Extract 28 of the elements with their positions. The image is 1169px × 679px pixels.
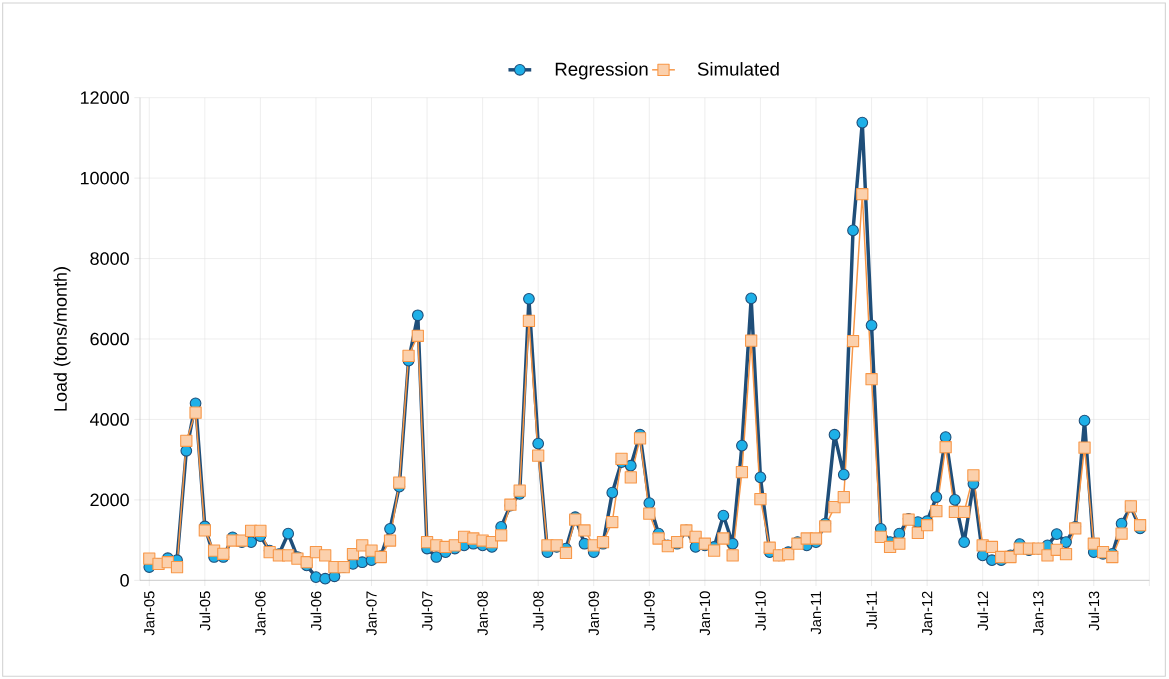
- x-tick-label: Jul-12: [977, 591, 989, 631]
- x-tick-label: Jan-11: [810, 591, 822, 635]
- x-tick-label: Jan-10: [699, 591, 711, 636]
- y-axis-title: Load (tons/month): [53, 267, 71, 411]
- x-tick-label: Jul-07: [421, 591, 433, 631]
- y-tick-label: 8000: [90, 252, 129, 265]
- x-tick-label: Jan-07: [366, 591, 377, 636]
- y-tick-label: 12000: [80, 91, 129, 105]
- x-tick-label: Jul-06: [310, 591, 322, 631]
- x-tick-label: Jul-13: [1088, 591, 1100, 631]
- x-tick-label: Jul-09: [643, 591, 655, 631]
- legend-label: Simulated: [697, 62, 779, 76]
- y-tick-label: 0: [120, 573, 129, 587]
- y-tick-label: 2000: [90, 493, 129, 507]
- x-tick-label: Jul-05: [199, 591, 211, 631]
- y-tick-label: 6000: [90, 332, 129, 346]
- x-tick-label: Jan-08: [477, 591, 488, 636]
- x-tick-label: Jul-11: [866, 591, 877, 630]
- x-tick-label: Jan-12: [921, 591, 933, 636]
- x-tick-label: Jan-05: [144, 591, 155, 636]
- x-tick-label: Jan-06: [255, 591, 266, 636]
- x-tick-label: Jan-09: [588, 591, 599, 636]
- x-tick-label: Jul-08: [532, 591, 544, 631]
- y-tick-label: 4000: [89, 413, 129, 426]
- x-tick-label: Jan-13: [1033, 591, 1044, 636]
- x-tick-label: Jul-10: [755, 591, 766, 631]
- legend-label: Regression: [555, 62, 648, 80]
- y-tick-label: 10000: [80, 171, 129, 185]
